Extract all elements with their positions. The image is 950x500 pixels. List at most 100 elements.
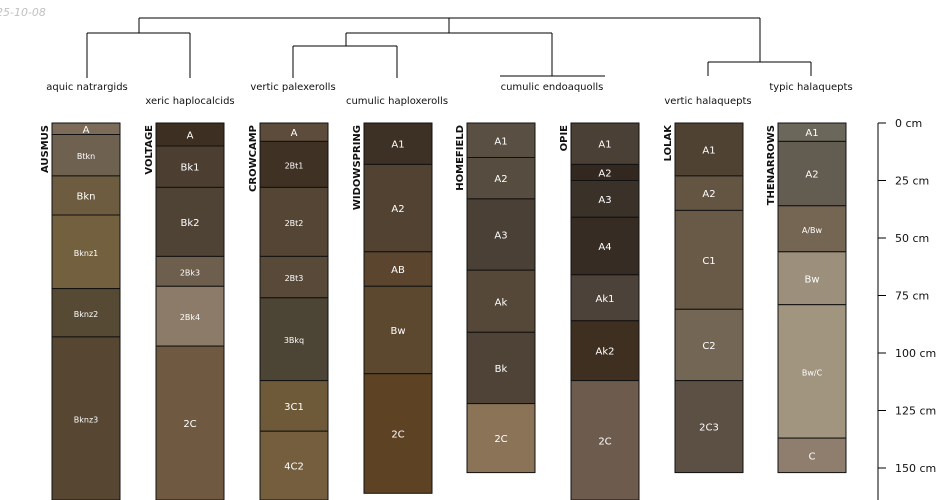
horizon-rect	[777, 251, 847, 306]
depth-tick-label: 50 cm	[895, 232, 929, 245]
horizon-rect	[570, 274, 640, 322]
horizon-rect	[466, 331, 536, 405]
taxon-label: aquic natrargids	[46, 82, 128, 93]
profile-name: THENARROWS	[766, 125, 777, 205]
horizon-label: A2	[494, 174, 507, 185]
profile-name: CROWCAMP	[248, 125, 259, 192]
taxon-label: vertic halaquepts	[664, 96, 751, 107]
horizon-rect	[466, 157, 536, 200]
horizon-rect	[155, 345, 225, 500]
horizon-rect	[570, 320, 640, 382]
profile-lolak: A1 A2 C1 C2 2C3 LOLAK	[663, 122, 744, 474]
horizon-label: Bw	[804, 274, 819, 285]
horizon-label: Ak	[495, 297, 508, 308]
horizon-label: A/Bw	[802, 226, 823, 235]
horizon-rect	[259, 140, 329, 188]
date-stamp: 25-10-08	[0, 6, 46, 19]
horizon-label: 2Bt3	[285, 274, 304, 283]
horizon-label: Bw/C	[802, 368, 823, 377]
horizon-rect	[155, 255, 225, 287]
horizon-label: C1	[702, 256, 715, 267]
profile-homefield: A1 A2 A3 Ak Bk 2C HOMEFIELD	[455, 122, 536, 474]
depth-tick-label: 150 cm	[895, 462, 936, 475]
horizon-label: Ak1	[596, 294, 615, 305]
profile-name: AUSMUS	[40, 125, 51, 173]
horizon-label: A2	[702, 189, 715, 200]
horizon-rect	[674, 209, 744, 310]
profile-voltage: A Bk1 Bk2 2Bk3 2Bk4 2C VOLTAGE	[144, 122, 225, 500]
depth-tick-label: 75 cm	[895, 290, 929, 303]
horizon-rect	[674, 308, 744, 382]
horizon-rect	[570, 380, 640, 500]
horizon-rect	[363, 122, 433, 165]
horizon-label: A4	[598, 242, 611, 253]
horizon-label: A	[83, 125, 90, 136]
horizon-rect	[259, 255, 329, 299]
taxon-label: cumulic endoaquolls	[501, 82, 604, 93]
profile-name: LOLAK	[663, 124, 674, 162]
horizon-label: A1	[805, 128, 818, 139]
horizon-label: Bk2	[180, 218, 199, 229]
horizon-label: A3	[494, 231, 507, 242]
dendrogram	[86, 17, 812, 78]
horizon-label: A2	[391, 204, 404, 215]
horizon-label: 2Bk3	[180, 268, 200, 277]
taxonomy-labels: aquic natrargids xeric haplocalcids vertic…	[46, 82, 852, 107]
horizon-rect	[466, 403, 536, 474]
horizon-rect	[466, 198, 536, 271]
horizon-label: A1	[391, 140, 404, 151]
depth-axis: 0 cm 25 cm 50 cm 75 cm 100 cm 125 cm 150 cm	[877, 117, 936, 500]
horizon-label: AB	[391, 265, 405, 276]
profile-crowcamp: A 2Bt1 2Bt2 2Bt3 3Bkq 3C1 4C2 CROWCAMP	[248, 122, 329, 500]
horizon-label: 2C	[391, 430, 404, 441]
horizon-label: 3C1	[284, 402, 304, 413]
horizon-label: 4C2	[284, 462, 304, 473]
horizon-label: Bknz3	[74, 415, 98, 424]
profile-name: OPIE	[559, 125, 570, 152]
horizon-rect	[51, 336, 121, 500]
profile-opie: A1 A2 A3 A4 Ak1 Ak2 2C OPIE	[559, 122, 640, 500]
horizon-rect	[777, 140, 847, 207]
horizon-rect	[777, 437, 847, 474]
profile-name: WIDOWSPRING	[352, 125, 363, 210]
horizon-label: 2C	[494, 434, 507, 445]
horizon-label: A1	[598, 140, 611, 151]
horizon-label: 3Bkq	[284, 336, 304, 345]
horizon-rect	[155, 145, 225, 188]
horizon-label: 2C	[183, 419, 196, 430]
horizon-rect	[363, 285, 433, 375]
horizon-rect	[674, 175, 744, 211]
horizon-rect	[155, 186, 225, 257]
taxon-label: xeric haplocalcids	[145, 96, 234, 107]
profile-widowspring: A1 A2 AB Bw 2C WIDOWSPRING	[352, 122, 433, 494]
profile-thenarrows: A1 A2 A/Bw Bw Bw/C C THENARROWS	[766, 122, 847, 474]
horizon-label: 2Bt2	[285, 219, 304, 228]
horizon-label: Bk	[495, 364, 508, 375]
horizon-label: Bkn	[77, 191, 96, 202]
horizon-rect	[466, 122, 536, 158]
profile-ausmus: A Btkn Bkn Bknz1 Bknz2 Bknz3 AUSMUS	[40, 122, 121, 500]
horizon-label: A1	[702, 145, 715, 156]
horizon-label: A	[291, 128, 298, 139]
profile-name: VOLTAGE	[144, 125, 155, 175]
profile-name: HOMEFIELD	[455, 125, 466, 191]
horizon-rect	[674, 380, 744, 474]
horizon-label: C	[809, 451, 816, 462]
depth-tick-label: 25 cm	[895, 175, 929, 188]
horizon-label: 2C	[598, 436, 611, 447]
horizon-rect	[259, 186, 329, 257]
profiles: A Btkn Bkn Bknz1 Bknz2 Bknz3 AUSMUS A Bk1 Bk2 2Bk3…	[40, 122, 847, 500]
taxon-label: typic halaquepts	[769, 82, 852, 93]
depth-tick-label: 0 cm	[895, 117, 922, 130]
depth-tick-label: 125 cm	[895, 405, 936, 418]
horizon-rect	[51, 175, 121, 216]
horizon-label: A3	[598, 195, 611, 206]
horizon-rect	[363, 373, 433, 494]
horizon-rect	[363, 163, 433, 253]
horizon-rect	[570, 180, 640, 218]
taxon-label: vertic palexerolls	[250, 82, 335, 93]
horizon-label: A	[187, 131, 194, 142]
horizon-rect	[155, 285, 225, 347]
horizon-label: Bk1	[180, 163, 199, 174]
